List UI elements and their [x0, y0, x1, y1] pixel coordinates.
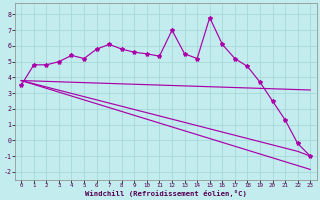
X-axis label: Windchill (Refroidissement éolien,°C): Windchill (Refroidissement éolien,°C): [85, 190, 247, 197]
